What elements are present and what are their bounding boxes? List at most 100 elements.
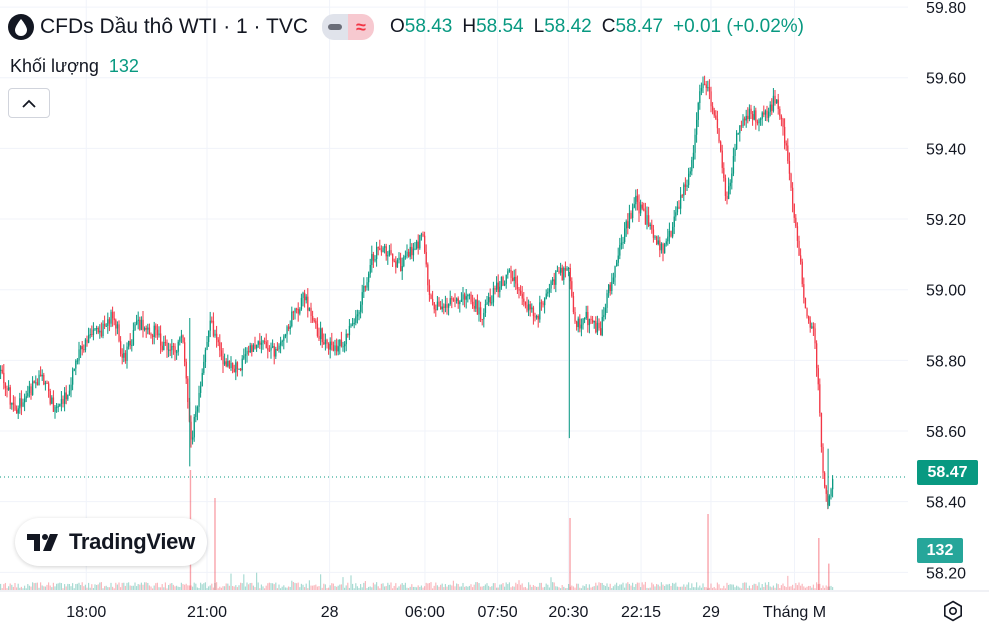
volume-bar xyxy=(230,573,232,590)
time-axis[interactable]: 18:00 21:00 28 06:00 07:50 20:30 22:15 29 Tháng … xyxy=(0,590,989,621)
volume-bar xyxy=(425,582,427,590)
approx-icon[interactable]: ≈ xyxy=(348,14,374,40)
volume-bar xyxy=(76,583,78,590)
volume-bar xyxy=(432,588,434,590)
candle-body xyxy=(803,284,805,298)
volume-bar xyxy=(86,587,88,590)
volume-bar xyxy=(436,585,438,590)
volume-bar xyxy=(614,584,616,590)
candle-body xyxy=(393,260,395,262)
candle-body xyxy=(280,341,282,346)
candle-body xyxy=(427,264,429,286)
volume-bar xyxy=(32,582,34,590)
volume-bar xyxy=(662,584,664,590)
volume-bar xyxy=(296,583,298,590)
candle-body xyxy=(163,342,165,351)
candle-body xyxy=(94,328,96,330)
time-tick-label: 28 xyxy=(321,604,339,621)
volume-bar xyxy=(712,587,714,590)
volume-bars xyxy=(0,470,834,590)
volume-bar xyxy=(203,583,205,590)
tradingview-logo[interactable]: TradingView xyxy=(15,518,207,566)
volume-bar xyxy=(246,582,248,590)
volume-bar xyxy=(369,586,371,590)
volume-bar xyxy=(635,584,637,590)
volume-bar xyxy=(574,587,576,590)
candle-body xyxy=(20,398,23,407)
candle-body xyxy=(137,319,139,321)
candle-body xyxy=(273,346,275,357)
candle-body xyxy=(300,297,303,310)
candle-body xyxy=(441,306,443,310)
volume-bar xyxy=(97,584,99,590)
candle-body xyxy=(334,345,336,351)
volume-bar xyxy=(320,574,322,590)
volume-bar xyxy=(368,586,370,590)
candle-body xyxy=(179,337,181,342)
candle-body xyxy=(152,335,154,337)
volume-bar xyxy=(473,584,475,590)
volume-bar xyxy=(344,587,346,590)
volume-bar xyxy=(48,582,50,590)
candle-body xyxy=(176,351,178,353)
volume-bar xyxy=(299,587,301,590)
candle-body xyxy=(776,99,778,104)
legend-toggle-pill[interactable]: ≈ xyxy=(322,14,374,40)
candle-body xyxy=(784,126,786,144)
candle-body xyxy=(52,397,55,412)
volume-bar xyxy=(339,584,341,590)
volume-bar xyxy=(444,584,446,590)
chart-legend: CFDs Dầu thô WTI · 1 · TVC ≈ O58.43 H58.… xyxy=(8,14,804,40)
candle-body xyxy=(150,334,152,336)
candle-body xyxy=(369,265,371,274)
volume-bar xyxy=(492,583,494,590)
volume-bar xyxy=(779,588,781,590)
candle-body xyxy=(244,354,247,356)
volume-bar xyxy=(36,582,38,590)
candle-body xyxy=(612,277,615,282)
candle-body xyxy=(331,341,333,346)
collapse-legend-button[interactable] xyxy=(8,88,50,118)
minus-icon[interactable] xyxy=(322,14,348,40)
volume-bar xyxy=(211,583,213,590)
candle-body xyxy=(294,308,296,313)
candle-body xyxy=(36,382,39,386)
candle-body xyxy=(353,322,355,324)
volume-label[interactable]: Khối lượng xyxy=(10,56,99,76)
candle-body xyxy=(590,318,592,320)
volume-bar xyxy=(289,586,291,590)
candle-body xyxy=(19,398,21,409)
candle-body xyxy=(502,277,504,286)
volume-bar xyxy=(518,580,520,590)
volume-bar xyxy=(417,585,419,590)
volume-bar xyxy=(124,585,126,590)
candle-body xyxy=(521,293,523,299)
candle-body xyxy=(299,309,301,314)
settings-icon[interactable] xyxy=(940,598,966,624)
candle-body xyxy=(323,342,325,345)
candle-body xyxy=(560,267,562,273)
candle-body xyxy=(321,328,323,343)
volume-bar xyxy=(787,575,789,590)
candle-body xyxy=(417,241,419,249)
volume-bar xyxy=(480,586,482,590)
volume-bar xyxy=(748,585,750,590)
price-axis[interactable]: 59.80 59.60 59.40 59.20 59.00 58.80 58.60 58.40… xyxy=(926,0,966,582)
candle-body xyxy=(148,327,151,335)
volume-bar xyxy=(136,586,138,590)
candle-body xyxy=(595,320,597,333)
volume-bar xyxy=(313,585,315,590)
candle-body xyxy=(532,307,535,317)
symbol-title[interactable]: CFDs Dầu thô WTI · 1 · TVC xyxy=(40,15,308,38)
volume-bar xyxy=(228,585,230,590)
candle-body xyxy=(697,103,699,120)
candle-body xyxy=(281,340,283,342)
candle-body xyxy=(401,266,403,272)
candle-body xyxy=(734,149,736,157)
candle-body xyxy=(121,353,123,358)
candle-body xyxy=(488,297,490,303)
volume-bar xyxy=(25,588,27,590)
candle-body xyxy=(808,316,810,321)
volume-bar xyxy=(144,582,146,590)
